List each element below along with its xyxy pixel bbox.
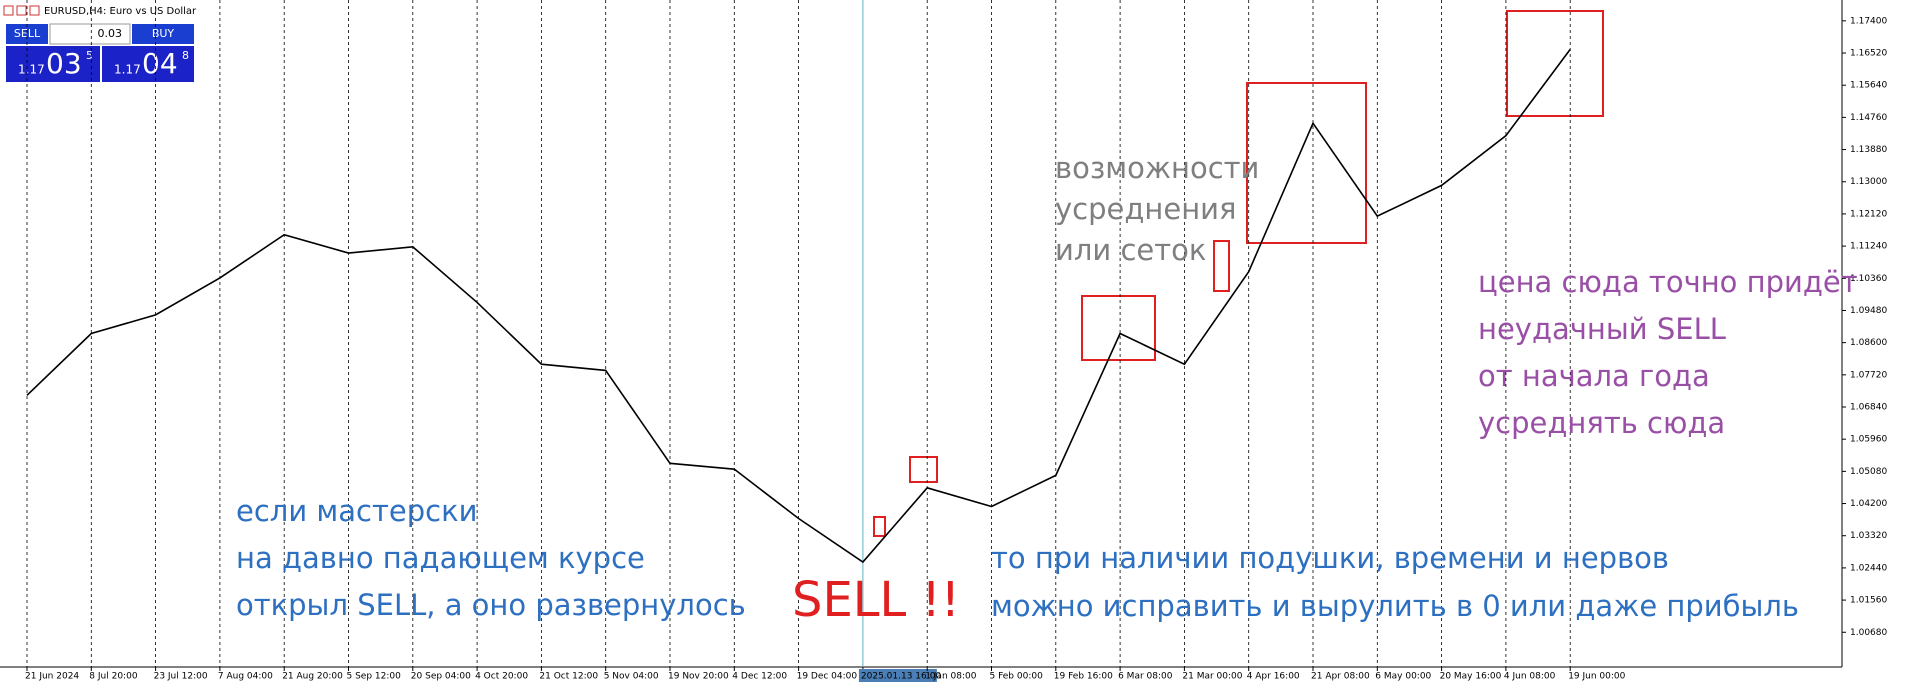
x-tick-label: 21 Aug 20:00 bbox=[282, 672, 343, 682]
x-tick-label: 4 Oct 20:00 bbox=[475, 672, 528, 682]
annotation: возможности bbox=[1055, 151, 1259, 185]
annotation: или сеток bbox=[1055, 233, 1206, 267]
icon bbox=[29, 5, 40, 16]
trade-panel: SELL 0.03 BUY 1.17 03 5 1.17 04 8 bbox=[6, 23, 194, 82]
annotation: можно исправить и вырулить в 0 или даже … bbox=[991, 589, 1799, 623]
sell-price-pips: 03 bbox=[46, 47, 82, 80]
x-tick-label: 20 Sep 04:00 bbox=[411, 672, 471, 682]
sell-price-big: 1.17 bbox=[18, 63, 45, 77]
x-tick-label: 7 Aug 04:00 bbox=[218, 672, 273, 682]
x-tick-label: 4 Jun 08:00 bbox=[1504, 672, 1556, 682]
price-line bbox=[26, 48, 1571, 564]
y-tick-label: 1.17400 bbox=[1850, 16, 1887, 26]
highlight-box bbox=[1081, 295, 1156, 361]
x-tick-label: 5 Nov 04:00 bbox=[604, 672, 659, 682]
sell-button[interactable] bbox=[6, 24, 48, 44]
window-title: EURUSD,H4: Euro vs US Dollar bbox=[44, 6, 197, 17]
x-tick-label: 1 Jan 08:00 bbox=[925, 672, 977, 682]
y-tick-label: 1.01560 bbox=[1850, 596, 1887, 606]
y-tick-label: 1.05080 bbox=[1850, 467, 1887, 477]
y-tick-label: 1.10360 bbox=[1850, 274, 1887, 284]
buy-price-pips: 04 bbox=[142, 47, 178, 80]
sell-price-frac: 5 bbox=[86, 49, 93, 62]
annotation: от начала года bbox=[1478, 359, 1710, 393]
sell-label: SELL bbox=[14, 27, 41, 40]
buy-price-box[interactable] bbox=[102, 46, 194, 82]
y-tick-label: 1.13880 bbox=[1850, 145, 1887, 155]
y-tick-label: 1.16520 bbox=[1850, 49, 1887, 59]
x-tick-label: 2025.01.13 16:00 bbox=[861, 672, 942, 682]
y-tick-label: 1.05960 bbox=[1850, 435, 1887, 445]
lot-value: 0.03 bbox=[98, 27, 123, 40]
annotation: цена сюда точно придёт bbox=[1478, 265, 1858, 299]
x-tick-label: 20 May 16:00 bbox=[1440, 672, 1502, 682]
y-tick-label: 1.04200 bbox=[1850, 499, 1887, 509]
y-tick-label: 1.07720 bbox=[1850, 370, 1887, 380]
x-tick-label: 19 Jun 00:00 bbox=[1568, 672, 1625, 682]
annotation: на давно падающем курсе bbox=[236, 541, 645, 575]
x-tick-label: 21 Oct 12:00 bbox=[539, 672, 598, 682]
highlight-box bbox=[1213, 240, 1230, 292]
y-tick-label: 1.13000 bbox=[1850, 177, 1887, 187]
x-tick-label: 19 Feb 16:00 bbox=[1054, 672, 1113, 682]
y-tick-label: 1.08600 bbox=[1850, 338, 1887, 348]
icon bbox=[3, 5, 14, 16]
buy-price-big: 1.17 bbox=[114, 63, 141, 77]
highlight-box bbox=[1246, 82, 1367, 244]
highlight-boxes bbox=[873, 10, 1604, 537]
annotation: неудачный SELL bbox=[1478, 312, 1726, 346]
highlight-box bbox=[1506, 10, 1604, 117]
x-tick-label: 23 Jul 12:00 bbox=[154, 672, 208, 682]
x-label-highlight bbox=[858, 669, 937, 682]
buy-label: BUY bbox=[152, 27, 175, 40]
annotation: усреднять сюда bbox=[1478, 406, 1725, 440]
annotation: то при наличии подушки, времени и нервов bbox=[991, 541, 1669, 575]
x-tick-label: 5 Feb 00:00 bbox=[990, 672, 1044, 682]
lot-input[interactable] bbox=[49, 23, 131, 45]
y-tick-label: 1.09480 bbox=[1850, 306, 1887, 316]
x-tick-label: 6 May 00:00 bbox=[1375, 672, 1431, 682]
highlight-box bbox=[873, 516, 886, 537]
x-tick-label: 4 Dec 12:00 bbox=[732, 672, 787, 682]
y-tick-label: 1.03320 bbox=[1850, 531, 1887, 541]
y-tick-label: 1.14760 bbox=[1850, 113, 1887, 123]
x-tick-label: 21 Jun 2024 bbox=[25, 672, 79, 682]
annotation: если мастерски bbox=[236, 494, 477, 528]
y-tick-label: 1.06840 bbox=[1850, 403, 1887, 413]
x-tick-label: 8 Jul 20:00 bbox=[89, 672, 138, 682]
x-tick-label: 4 Apr 16:00 bbox=[1247, 672, 1300, 682]
x-tick-label: 21 Mar 00:00 bbox=[1182, 672, 1242, 682]
icon bbox=[16, 5, 27, 16]
sell-price-box[interactable] bbox=[6, 46, 100, 82]
buy-button[interactable] bbox=[132, 24, 194, 44]
x-tick-label: 6 Mar 08:00 bbox=[1118, 672, 1173, 682]
annotation: усреднения bbox=[1055, 192, 1236, 226]
annotation: открыл SELL, а оно развернулось bbox=[236, 588, 746, 622]
x-tick-label: 19 Dec 04:00 bbox=[797, 672, 858, 682]
chart-header: EURUSD,H4: Euro vs US Dollar bbox=[3, 5, 197, 17]
y-tick-label: 1.00680 bbox=[1850, 628, 1887, 638]
x-tick-label: 5 Sep 12:00 bbox=[347, 672, 402, 682]
sell-annotation: SELL !! bbox=[792, 572, 960, 628]
x-tick-label: 21 Apr 08:00 bbox=[1311, 672, 1370, 682]
y-tick-label: 1.02440 bbox=[1850, 563, 1887, 573]
buy-price-frac: 8 bbox=[182, 49, 189, 62]
y-tick-label: 1.15640 bbox=[1850, 81, 1887, 91]
y-tick-label: 1.11240 bbox=[1850, 242, 1887, 252]
highlight-box bbox=[909, 456, 938, 483]
x-tick-label: 19 Nov 20:00 bbox=[668, 672, 729, 682]
y-tick-label: 1.12120 bbox=[1850, 209, 1887, 219]
